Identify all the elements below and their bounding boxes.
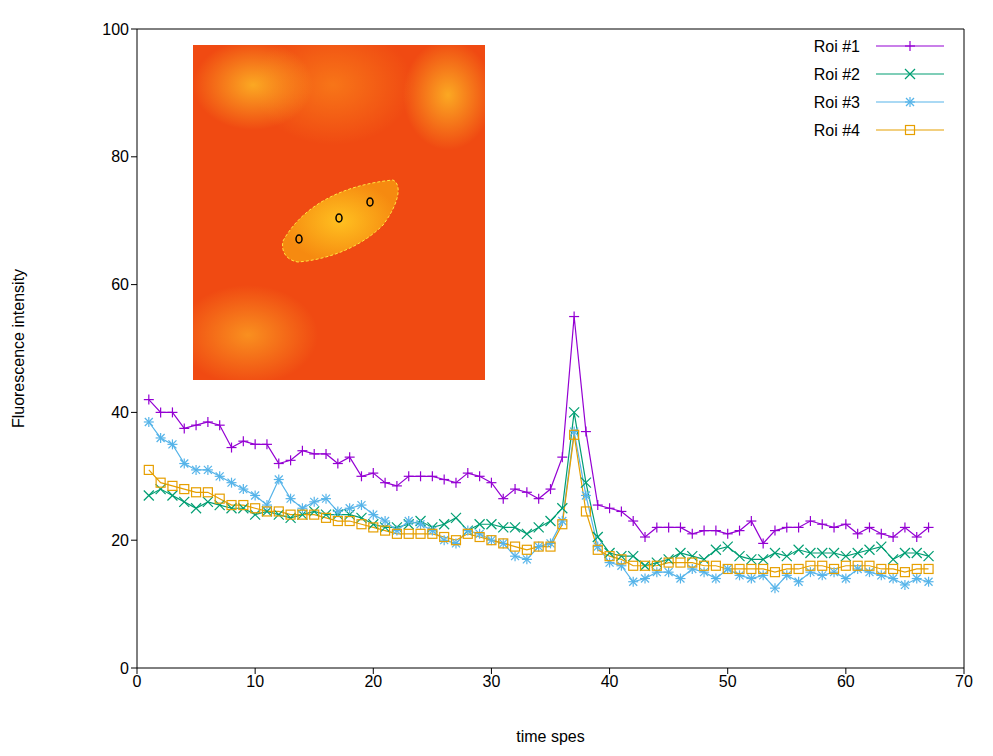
svg-text:60: 60 (111, 276, 129, 293)
svg-text:Roi #2: Roi #2 (814, 66, 860, 83)
svg-text:60: 60 (837, 673, 855, 690)
svg-text:10: 10 (246, 673, 264, 690)
svg-text:time spes: time spes (516, 728, 584, 745)
svg-text:40: 40 (111, 404, 129, 421)
svg-text:0: 0 (133, 673, 142, 690)
svg-text:80: 80 (111, 148, 129, 165)
svg-text:40: 40 (601, 673, 619, 690)
svg-text:50: 50 (719, 673, 737, 690)
svg-text:0: 0 (120, 660, 129, 677)
svg-text:100: 100 (102, 21, 129, 38)
svg-text:30: 30 (483, 673, 501, 690)
svg-text:Roi #4: Roi #4 (814, 122, 860, 139)
svg-text:20: 20 (111, 532, 129, 549)
svg-text:Roi #3: Roi #3 (814, 94, 860, 111)
svg-text:Fluorescence intensity: Fluorescence intensity (10, 269, 27, 428)
svg-text:Roi #1: Roi #1 (814, 38, 860, 55)
svg-text:20: 20 (364, 673, 382, 690)
svg-text:70: 70 (955, 673, 973, 690)
